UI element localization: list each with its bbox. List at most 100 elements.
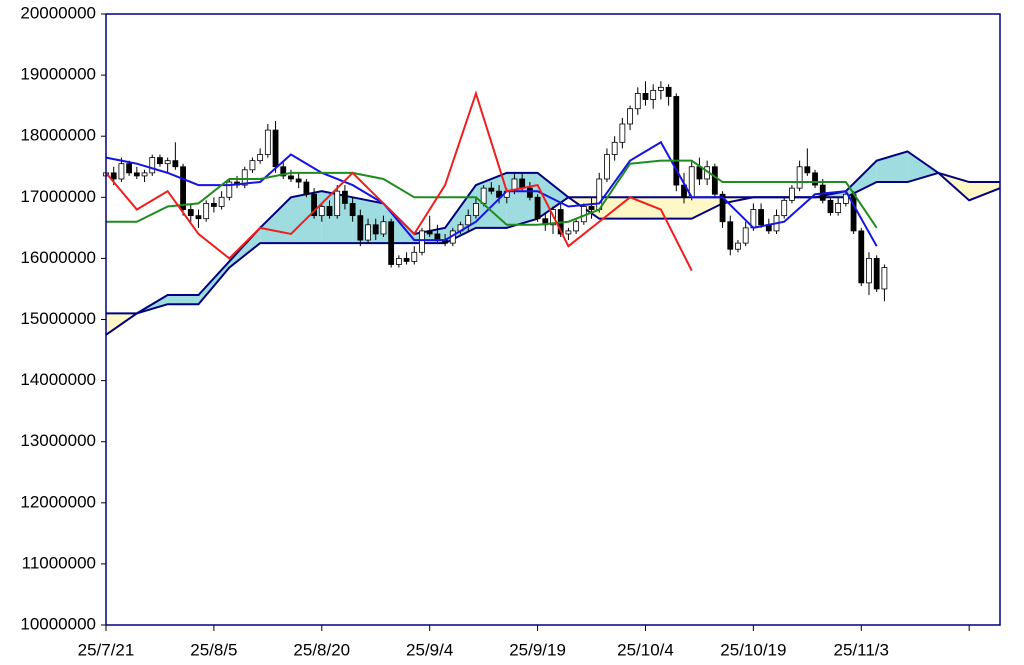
candle-body	[619, 123, 626, 143]
candle-body	[388, 221, 395, 265]
candle-body	[195, 215, 202, 220]
candle-body	[264, 129, 271, 155]
candle-body	[141, 172, 148, 177]
y-tick-label: 15000000	[20, 309, 96, 328]
cloud-fill	[969, 182, 1000, 201]
candle-body	[827, 199, 834, 213]
candle-body	[665, 86, 672, 97]
candle-body	[357, 215, 364, 241]
cloud-fill	[229, 227, 261, 268]
candle-body	[426, 230, 433, 235]
candle-body	[226, 181, 233, 198]
candle-body	[634, 93, 641, 110]
candle-body	[318, 206, 325, 217]
candle-body	[812, 172, 818, 186]
candle-body	[326, 206, 333, 217]
x-tick-label: 25/11/3	[834, 640, 889, 659]
candle-body	[110, 172, 117, 180]
candle-body	[203, 203, 210, 220]
candle-body	[519, 178, 526, 189]
candle-body	[627, 108, 633, 125]
cloud-fill	[845, 160, 877, 198]
candle-body	[465, 215, 472, 226]
y-tick-label: 10000000	[20, 614, 96, 633]
candle-body	[573, 221, 580, 232]
candle-body	[565, 230, 572, 235]
candle-body	[257, 154, 264, 162]
plot-frame	[105, 13, 1001, 626]
candle-body	[241, 169, 248, 186]
candle-body	[118, 163, 125, 180]
candle-body	[835, 203, 842, 213]
candle-body	[526, 187, 533, 198]
cloud-fill	[167, 295, 199, 305]
candle-body	[789, 187, 795, 201]
candle-body	[881, 267, 888, 290]
x-tick-label: 25/10/19	[720, 640, 786, 659]
candle-body	[473, 203, 479, 217]
candle-body	[372, 224, 379, 235]
candle-body	[735, 242, 741, 250]
candle-body	[842, 193, 849, 204]
cloud-fill	[630, 197, 661, 219]
candle-body	[588, 206, 595, 210]
indicator-line	[106, 159, 878, 229]
y-tick-label: 12000000	[20, 492, 96, 511]
x-tick-label: 25/9/4	[406, 640, 453, 659]
cloud-fill	[290, 191, 322, 244]
y-tick-label: 14000000	[20, 370, 96, 389]
candle-body	[334, 190, 341, 217]
cloud-fill	[260, 197, 291, 244]
cloud-fill	[691, 197, 723, 219]
candle-body	[804, 166, 811, 174]
candle-body	[187, 209, 194, 217]
candle-body	[295, 178, 302, 183]
candle-body	[280, 166, 287, 177]
candle-body	[496, 190, 502, 198]
indicator-line	[105, 90, 693, 272]
candle-body	[719, 193, 726, 223]
candle-body	[657, 86, 664, 91]
candle-body	[218, 196, 225, 207]
candle-body	[480, 187, 487, 204]
candle-body	[164, 160, 171, 165]
candle-body	[180, 166, 186, 210]
candle-body	[149, 157, 156, 174]
candle-body	[642, 93, 649, 100]
y-tick-label: 17000000	[20, 187, 96, 206]
cloud-fill	[537, 172, 569, 219]
candle-body	[796, 166, 803, 189]
candle-body	[349, 203, 356, 217]
candle-body	[596, 178, 603, 210]
candle-body	[727, 221, 734, 250]
candle-body	[288, 175, 294, 180]
candle-body	[380, 221, 387, 235]
candle-body	[411, 251, 418, 262]
candle-body	[303, 181, 310, 195]
candle-body	[249, 160, 256, 171]
y-tick-label: 13000000	[20, 431, 96, 450]
candle-body	[172, 160, 179, 168]
candle-body	[210, 203, 217, 207]
cloud-fill	[660, 197, 692, 219]
candle-body	[781, 199, 788, 217]
candle-body	[534, 196, 541, 220]
x-tick-label: 25/10/4	[617, 640, 674, 659]
y-tick-label: 18000000	[20, 126, 96, 145]
candle-body	[650, 89, 657, 100]
candle-body	[157, 157, 163, 165]
y-tick-label: 20000000	[20, 3, 96, 22]
candle-body	[342, 190, 348, 204]
candle-body	[133, 172, 140, 177]
candle-body	[858, 230, 865, 284]
candle-body	[272, 129, 279, 168]
candle-body	[742, 227, 749, 244]
candle-body	[850, 193, 857, 232]
y-tick-label: 11000000	[22, 553, 96, 572]
candle-body	[696, 166, 703, 180]
candle-body	[419, 230, 425, 253]
x-tick-label: 25/9/19	[509, 640, 566, 659]
candle-body	[488, 187, 495, 192]
y-tick-label: 19000000	[20, 65, 96, 84]
